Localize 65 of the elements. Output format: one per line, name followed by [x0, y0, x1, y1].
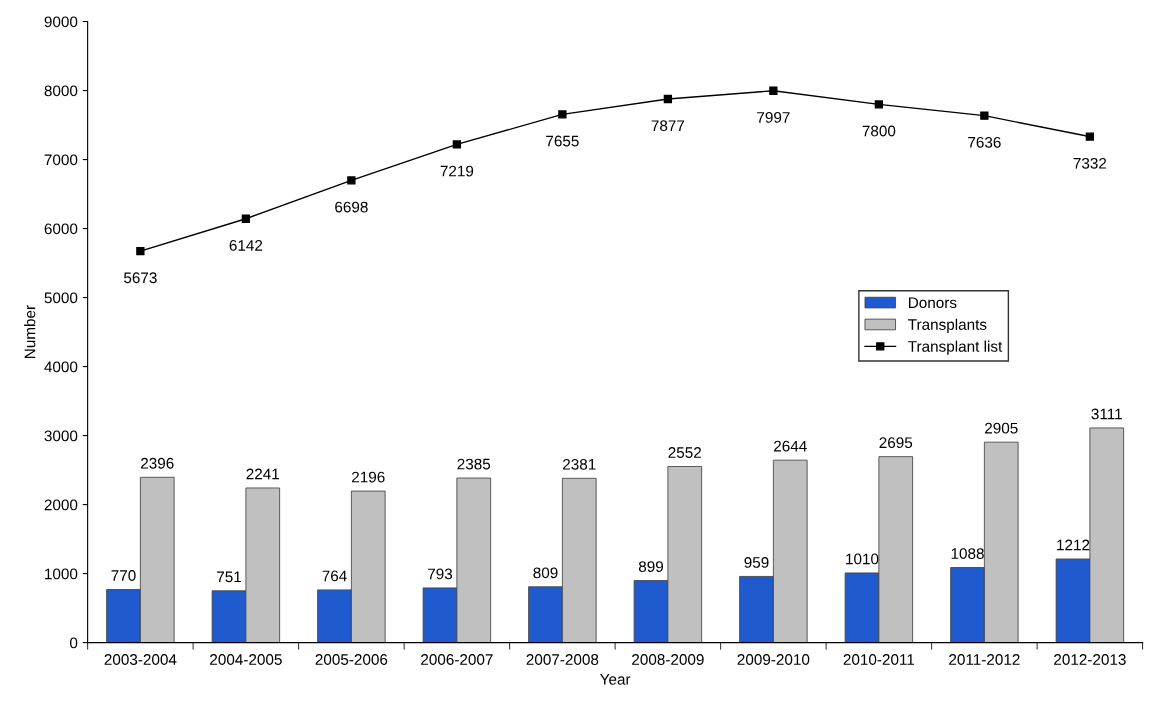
legend-label: Transplants [908, 318, 987, 333]
y-tick-label: 7000 [44, 154, 78, 166]
data-label: 2385 [457, 458, 491, 470]
data-label: 899 [638, 561, 664, 572]
data-label: 7219 [440, 165, 474, 177]
data-label: 1010 [846, 553, 879, 565]
y-tick-label: 2000 [44, 499, 78, 511]
point [136, 246, 145, 256]
legend-label: Donors [909, 297, 957, 309]
x-tick-label: 2009-2010 [737, 654, 810, 665]
data-label: 751 [217, 571, 241, 583]
data-label: 2381 [563, 458, 596, 470]
y-tick-label: 3000 [44, 430, 78, 442]
point [769, 86, 778, 95]
x-tick-label: 2006-2007 [421, 654, 493, 665]
y-tick-label: 0 [70, 637, 78, 649]
data-label: 2241 [246, 468, 280, 480]
data-label: 2396 [141, 457, 174, 469]
point [347, 176, 356, 185]
point [1085, 132, 1095, 141]
data-label: 6698 [335, 201, 368, 213]
x-axis-title: Year [600, 674, 631, 685]
point [663, 94, 673, 104]
x-tick-label: 2012-2013 [1054, 654, 1126, 665]
point [452, 140, 462, 149]
point [558, 110, 567, 119]
point [241, 214, 251, 223]
y-tick-label: 5000 [44, 292, 78, 304]
data-label: 764 [322, 570, 347, 582]
point [980, 111, 989, 120]
data-label: 7332 [1073, 157, 1107, 169]
data-label: 7636 [968, 136, 1001, 148]
y-tick-label: 4000 [44, 361, 78, 373]
data-label: 2552 [668, 447, 701, 458]
legend-label: Transplant list [908, 340, 1003, 355]
data-label: 809 [533, 567, 558, 579]
x-tick-label: 2004-2005 [210, 654, 282, 665]
y-tick-label: 1000 [45, 568, 78, 580]
data-label: 793 [428, 568, 453, 580]
x-tick-label: 2011-2012 [949, 654, 1020, 665]
y-axis-title: Number [24, 305, 36, 358]
data-label: 1212 [1057, 539, 1090, 551]
data-label: 7877 [651, 120, 685, 132]
point [874, 100, 884, 109]
data-label: 6142 [229, 240, 263, 251]
y-tick-label: 9000 [44, 16, 78, 28]
data-label: 7800 [862, 125, 896, 137]
data-label: 1088 [951, 548, 984, 559]
data-label: 2644 [774, 440, 807, 452]
x-tick-label: 2008-2009 [632, 654, 704, 665]
data-label: 2196 [352, 471, 385, 483]
data-label: 959 [744, 557, 769, 568]
data-label: 2695 [879, 437, 913, 449]
x-tick-label: 2005-2006 [315, 654, 388, 665]
data-label: 7997 [757, 111, 790, 123]
data-label: 7655 [546, 135, 579, 147]
y-tick-label: 8000 [44, 85, 78, 97]
data-label: 2905 [985, 422, 1018, 434]
data-label: 5673 [124, 272, 157, 284]
data-label: 770 [111, 570, 136, 581]
y-tick-label: 6000 [44, 223, 78, 235]
x-tick-label: 2003-2004 [104, 654, 177, 665]
data-label: 3111 [1091, 408, 1122, 420]
x-tick-label: 2010-2011 [843, 654, 915, 665]
x-tick-label: 2007-2008 [526, 654, 599, 665]
